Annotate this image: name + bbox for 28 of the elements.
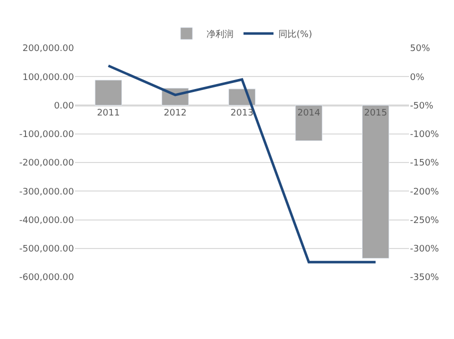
y2-tick-label: 0% xyxy=(410,72,425,83)
legend-label: 净利润 xyxy=(206,29,234,40)
x-tick-label: 2013 xyxy=(230,108,254,118)
y-tick-label: 200,000.00 xyxy=(22,44,74,54)
x-tick-label: 2014 xyxy=(297,108,321,118)
y-tick-label: -100,000.00 xyxy=(19,130,74,140)
x-tick-label: 2011 xyxy=(96,108,120,118)
bar xyxy=(362,105,390,259)
y-tick-label: -400,000.00 xyxy=(19,216,74,226)
x-tick-label: 2015 xyxy=(364,108,388,118)
y-tick-label: -200,000.00 xyxy=(19,158,74,169)
y2-tick-label: -350% xyxy=(410,273,440,284)
bar xyxy=(94,80,122,106)
y-tick-label: 100,000.00 xyxy=(22,72,74,83)
y2-tick-label: -200% xyxy=(410,187,440,198)
y2-tick-label: -100% xyxy=(410,130,440,140)
y2-tick-label: -50% xyxy=(410,101,434,112)
y2-tick-label: 50% xyxy=(410,44,430,54)
y2-tick-label: -250% xyxy=(410,216,440,226)
legend-label: 同比(%) xyxy=(278,29,312,40)
y-tick-label: -300,000.00 xyxy=(19,187,74,198)
bar xyxy=(295,105,322,141)
y-tick-label: -600,000.00 xyxy=(19,273,74,284)
y-tick-label: 0.00 xyxy=(54,101,74,112)
y2-tick-label: -150% xyxy=(410,158,440,169)
x-tick-label: 2012 xyxy=(164,108,187,118)
y2-tick-label: -300% xyxy=(410,244,440,255)
y-tick-label: -500,000.00 xyxy=(19,244,74,255)
